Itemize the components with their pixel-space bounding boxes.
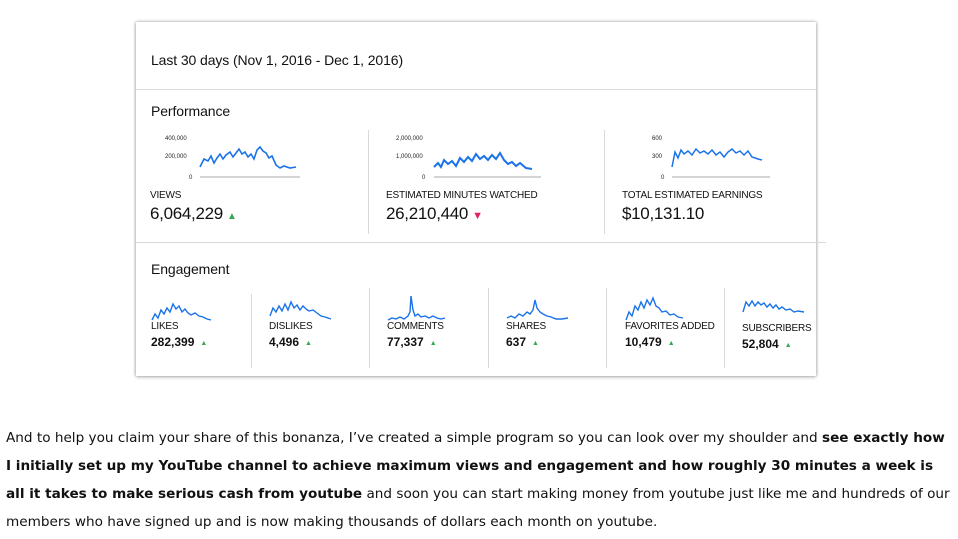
trend-up-icon: ▲ [429,340,437,347]
subscribers-sparkline [742,299,805,313]
trend-down-icon: ▼ [472,210,483,222]
tick-label: 0 [661,175,665,181]
tick-label: 300 [652,154,663,160]
divider [369,288,370,368]
minutes-value: 26,210,440 ▼ [386,204,483,223]
likes-value: 282,399 ▲ [151,335,208,349]
trend-up-icon: ▲ [226,211,237,222]
trend-up-icon: ▲ [305,340,312,347]
performance-title: Performance [151,103,231,119]
divider [604,130,605,234]
divider [368,130,369,234]
subscribers-metric[interactable]: SUBSCRIBERS 52,804 ▲ [742,292,822,372]
period-title: Last 30 days (Nov 1, 2016 - Dec 1, 2016) [151,52,404,68]
shares-sparkline [506,299,569,320]
paragraph-bold-text: see exactly how I initially set up my Yo… [6,430,945,502]
divider [724,288,725,368]
tick-label: 1,000,000 [396,154,423,160]
earnings-label: TOTAL ESTIMATED EARNINGS [622,190,763,201]
dislikes-label: DISLIKES [269,321,313,332]
engagement-title: Engagement [151,261,230,277]
comments-sparkline [387,295,446,321]
tick-label: 2,000,000 [396,136,423,142]
trend-up-icon: ▲ [784,342,792,349]
shares-metric[interactable]: SHARES 637 ▲ [506,292,606,372]
likes-sparkline [151,302,212,321]
likes-label: LIKES [151,321,179,332]
dislikes-value: 4,496 ▲ [269,335,312,349]
tick-label: 600 [652,136,663,142]
shares-label: SHARES [506,321,546,332]
trend-up-icon: ▲ [667,340,675,347]
shares-value: 637 ▲ [506,335,539,349]
comments-metric[interactable]: COMMENTS 77,337 ▲ [387,292,487,372]
divider [136,89,816,90]
earnings-value: $10,131.10 [622,204,705,223]
favorites-value: 10,479 ▲ [625,335,675,349]
earnings-metric[interactable]: 600 300 0 TOTAL ESTIMATED EARNINGS $10,1… [622,128,812,238]
earnings-sparkline: 600 300 0 [652,136,770,181]
subscribers-value: 52,804 ▲ [742,337,792,351]
views-metric[interactable]: 400,000 200,000 0 VIEWS 6,064,229 ▲ [150,128,350,238]
favorites-metric[interactable]: FAVORITES ADDED 10,479 ▲ [625,292,725,372]
minutes-label: ESTIMATED MINUTES WATCHED [386,190,538,201]
subscribers-label: SUBSCRIBERS [742,323,812,334]
tick-label: 0 [189,175,193,181]
comments-value: 77,337 ▲ [387,335,437,349]
divider [606,288,607,368]
likes-metric[interactable]: LIKES 282,399 ▲ [151,292,251,372]
minutes-line [433,151,533,170]
dislikes-sparkline [269,300,332,320]
tick-label: 400,000 [165,136,187,142]
divider [488,288,489,368]
trend-up-icon: ▲ [200,340,208,347]
minutes-sparkline: 2,000,000 1,000,000 0 [396,136,541,181]
body-paragraph: And to help you claim your share of this… [6,424,952,536]
views-line [199,145,297,169]
tick-label: 200,000 [165,154,187,160]
views-sparkline: 400,000 200,000 0 [165,136,300,181]
trend-up-icon: ▲ [532,340,539,347]
paragraph-text: and soon you can start making money from… [6,486,950,530]
favorites-sparkline [625,296,684,321]
views-label: VIEWS [150,190,182,201]
divider [136,242,826,243]
paragraph-text: And to help you claim your share of this… [6,430,822,446]
comments-label: COMMENTS [387,321,444,332]
views-value: 6,064,229 ▲ [150,204,237,223]
earnings-line [671,147,763,168]
minutes-metric[interactable]: 2,000,000 1,000,000 0 ESTIMATED MINUTES … [386,128,606,238]
divider [251,294,252,368]
tick-label: 0 [422,175,426,181]
favorites-label: FAVORITES ADDED [625,321,715,332]
dislikes-metric[interactable]: DISLIKES 4,496 ▲ [269,292,369,372]
analytics-card: Last 30 days (Nov 1, 2016 - Dec 1, 2016)… [136,22,826,376]
